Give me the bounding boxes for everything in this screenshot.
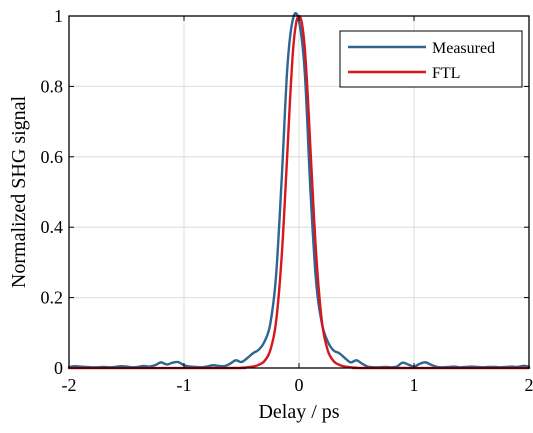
legend: Measured FTL [340, 31, 522, 87]
y-tick-label: 0.8 [41, 76, 64, 96]
x-axis-label: Delay / ps [258, 401, 339, 423]
x-tick-label: 1 [410, 375, 419, 395]
x-tick-label: -1 [177, 375, 192, 395]
y-tick-label: 0 [54, 358, 63, 378]
y-tick-label: 0.4 [41, 217, 64, 237]
y-tick-label: 0.2 [41, 288, 64, 308]
legend-label-ftl: FTL [432, 65, 460, 82]
x-tick-label: 2 [525, 375, 533, 395]
y-tick-label: 1 [54, 6, 63, 26]
y-tick-label: 0.6 [41, 147, 64, 167]
legend-label-measured: Measured [432, 40, 495, 57]
x-tick-label: 0 [295, 375, 304, 395]
y-axis-label: Normalized SHG signal [8, 95, 30, 288]
x-tick-label: -2 [62, 375, 77, 395]
